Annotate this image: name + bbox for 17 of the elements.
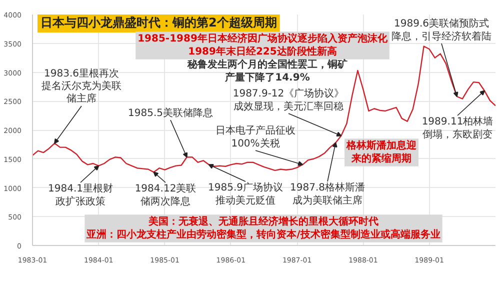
- annotation: 1989年末日经225达阶段性新高: [188, 45, 337, 58]
- annotation: 1985.9广场协议推动美元贬值: [208, 182, 284, 206]
- annotation: 1985.5美联储降息: [128, 107, 214, 119]
- annotation: 日本电子产品征收100%关税: [216, 124, 296, 150]
- annotation: 美国：无衰退、无通胀且经济增长的里根大循环时代: [148, 216, 378, 228]
- annotation: 1985-1989年日本经济因广场协议逐步陷入资产泡沫化: [138, 32, 388, 45]
- annotation: 1989.6美联储预防式降息，引导经济软着陆: [392, 18, 492, 42]
- annotation: 1984.12美联储两次降息: [134, 182, 196, 208]
- annotation: 1983.6里根再次提名沃尔克为美联储主席: [42, 67, 122, 105]
- annotation: 1984.1里根财政扩张政策: [48, 182, 114, 208]
- annotation: 秘鲁发生两个月的全国性罢工，铜矿产量下降了14.9%: [186, 58, 348, 84]
- annotation: 1987.9-12《广场协议》成效显现，美元汇率回稳: [232, 88, 344, 112]
- annotation: 亚洲：四小龙支柱产业由劳动密集型，转向资本/技术密集型制造业或高端服务业: [86, 228, 440, 240]
- annotation: 1989.11柏林墙倒塌，东欧剧变: [422, 116, 494, 140]
- chart-title: 日本与四小龙鼎盛时代：铜的第2个超级周期: [40, 16, 277, 30]
- annotation: 1987.8格林斯潘成为美联储主席: [290, 182, 366, 206]
- annotation: 格林斯潘加息迎来的紧缩周期: [346, 140, 418, 164]
